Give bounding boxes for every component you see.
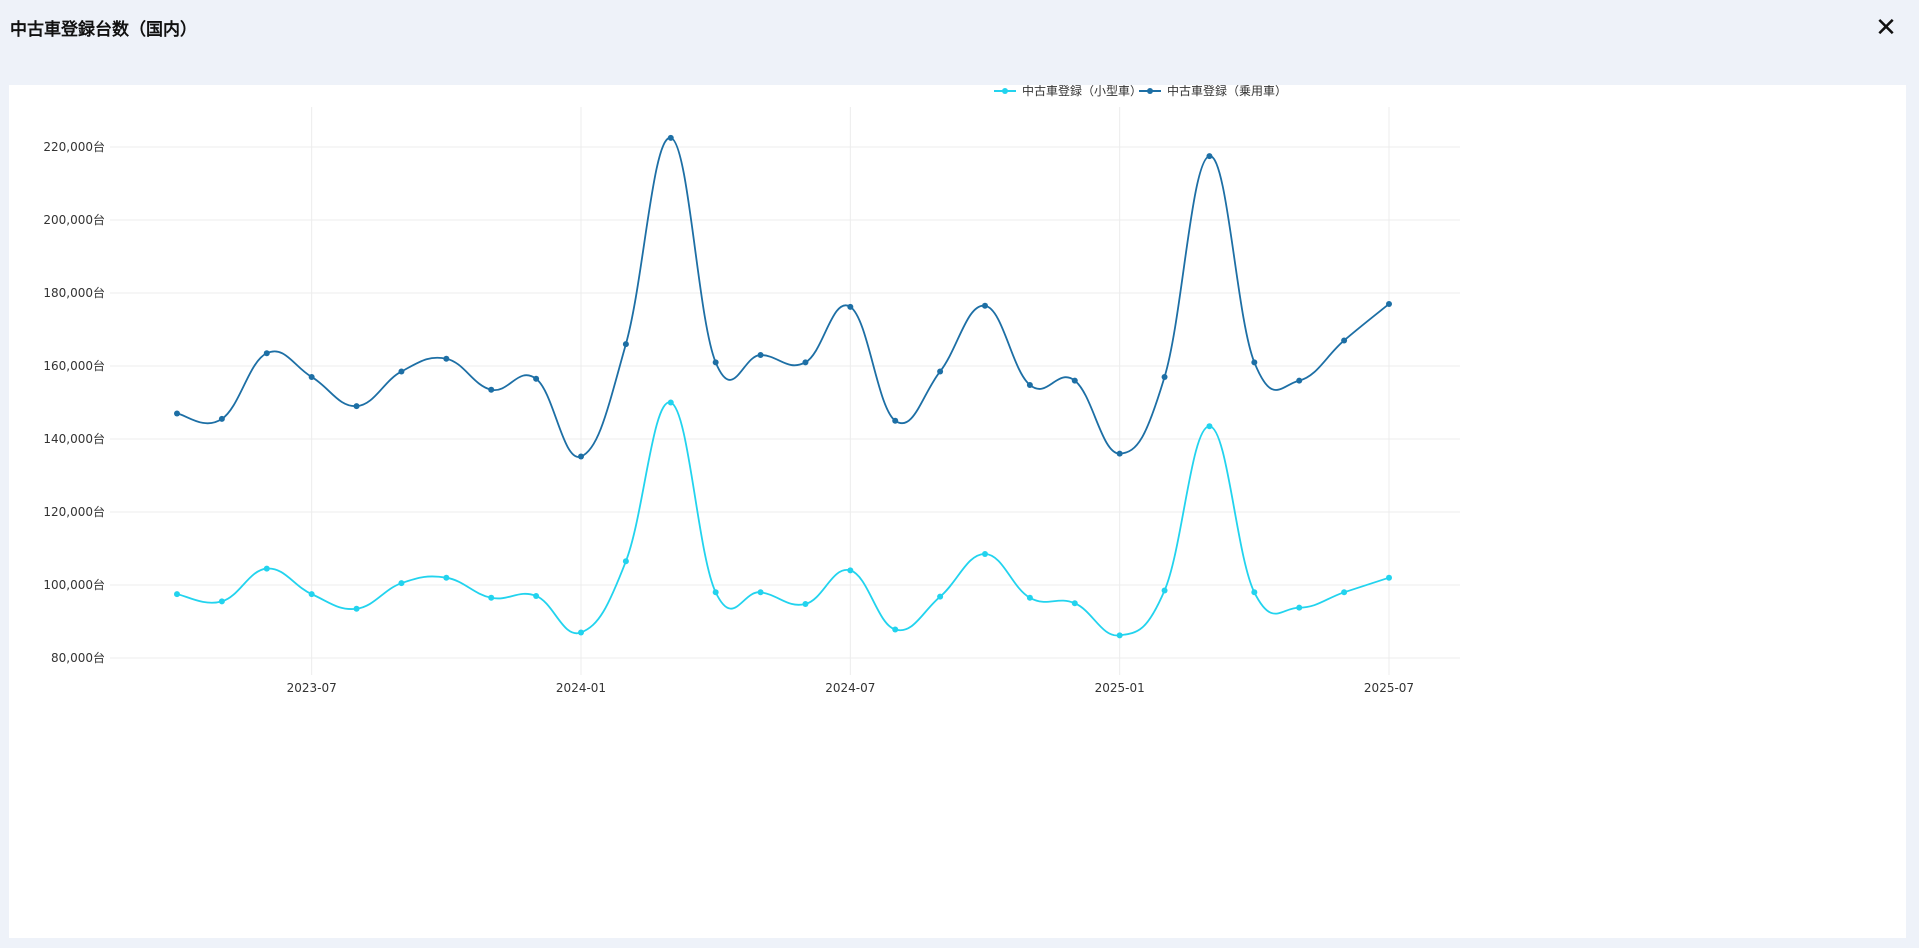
legend-swatch-dot — [1002, 88, 1008, 94]
data-point — [1206, 153, 1213, 160]
data-point — [1026, 594, 1033, 601]
data-point — [892, 417, 899, 424]
data-point — [712, 589, 719, 596]
data-point — [1071, 377, 1078, 384]
data-point — [353, 403, 360, 410]
legend-swatch-dot — [1147, 88, 1153, 94]
legend-label: 中古車登録（乗用車） — [1167, 85, 1287, 98]
data-point — [982, 302, 988, 309]
data-point — [578, 453, 584, 460]
data-point — [1341, 337, 1348, 344]
y-tick-label: 140,000台 — [43, 431, 105, 446]
y-tick-label: 220,000台 — [43, 139, 105, 154]
data-point — [1161, 373, 1168, 380]
series-line-0 — [176, 401, 1390, 637]
data-point — [1386, 300, 1392, 307]
data-point — [533, 592, 540, 599]
data-point — [443, 355, 450, 362]
y-tick-label: 120,000台 — [43, 504, 105, 519]
x-tick-label: 2025-07 — [1364, 681, 1414, 695]
data-point — [218, 415, 225, 422]
data-point — [488, 594, 495, 601]
data-point — [892, 626, 899, 633]
y-tick-label: 160,000台 — [43, 358, 105, 373]
data-point — [937, 593, 944, 600]
data-point — [488, 386, 495, 393]
data-point — [667, 399, 674, 406]
data-point — [308, 373, 315, 380]
data-point — [1116, 632, 1123, 639]
close-icon[interactable]: ✕ — [1875, 13, 1897, 43]
data-point — [1026, 381, 1033, 388]
data-point — [847, 303, 854, 310]
y-tick-label: 200,000台 — [43, 212, 105, 227]
data-point — [757, 352, 764, 359]
data-point — [1296, 604, 1303, 611]
data-point — [1206, 423, 1213, 430]
data-point — [667, 134, 674, 141]
x-tick-label: 2023-07 — [287, 681, 337, 695]
data-point — [353, 605, 360, 612]
data-point — [398, 580, 405, 587]
y-tick-label: 80,000台 — [51, 650, 105, 665]
x-tick-label: 2025-01 — [1095, 681, 1145, 695]
data-point — [1071, 600, 1078, 607]
data-point — [622, 341, 629, 348]
data-point — [174, 591, 180, 598]
data-point — [533, 375, 540, 382]
x-tick-label: 2024-01 — [556, 681, 606, 695]
series-line-1 — [176, 136, 1390, 458]
data-point — [1251, 589, 1258, 596]
data-point — [174, 410, 180, 417]
chart-panel: 80,000台 100,000台 120,000台 140,000台 160,000台 1… — [9, 85, 1906, 938]
legend-label: 中古車登録（小型車） — [1022, 85, 1142, 98]
y-tick-label: 100,000台 — [43, 577, 105, 592]
data-point — [443, 574, 450, 581]
data-point — [1161, 587, 1168, 594]
data-point — [622, 558, 629, 565]
line-chart: 80,000台 100,000台 120,000台 140,000台 160,000台 1… — [43, 85, 1460, 695]
data-point — [757, 589, 764, 596]
data-point — [398, 368, 405, 375]
data-point — [847, 567, 854, 574]
dialog-header: 中古車登録台数（国内） ✕ — [0, 0, 1919, 84]
data-point — [802, 600, 809, 607]
data-point — [578, 629, 584, 636]
data-point — [1341, 589, 1348, 596]
data-point — [802, 359, 809, 366]
data-point — [263, 350, 270, 357]
data-point — [1251, 359, 1258, 366]
data-point — [982, 550, 988, 557]
data-point — [712, 359, 719, 366]
page-title: 中古車登録台数（国内） — [10, 20, 197, 40]
data-point — [1386, 574, 1392, 581]
x-tick-label: 2024-07 — [825, 681, 875, 695]
data-point — [1116, 450, 1123, 457]
data-point — [937, 368, 944, 375]
data-point — [1296, 377, 1303, 384]
data-point — [263, 565, 270, 572]
data-point — [218, 598, 225, 605]
y-tick-label: 180,000台 — [43, 285, 105, 300]
data-point — [308, 591, 315, 598]
